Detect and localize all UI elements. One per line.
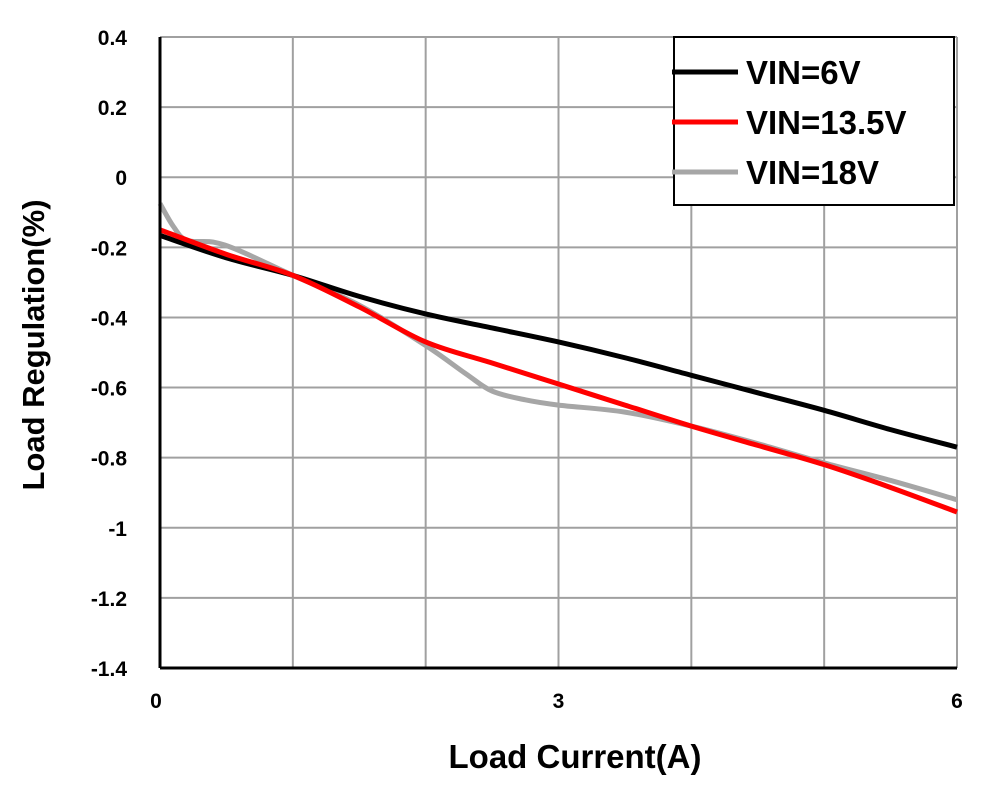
series-line-vin-13-5v [159, 227, 958, 515]
x-tick-label: 3 [553, 690, 565, 713]
y-tick-label: 0 [115, 167, 127, 190]
x-tick-label: 0 [150, 690, 162, 713]
y-tick-label: -0.2 [91, 237, 127, 260]
x-axis-label: Load Current(A) [449, 738, 702, 775]
x-tick-label: 6 [951, 690, 963, 713]
y-axis-label: Load Regulation(%) [16, 199, 51, 490]
y-tick-label: -1.2 [91, 588, 127, 611]
y-tick-label: -1.4 [91, 658, 128, 681]
legend: VIN=6V VIN=13.5V VIN=18V [672, 36, 955, 206]
y-tick-label: -0.6 [91, 378, 127, 401]
y-tick-label: 0.4 [98, 27, 128, 50]
y-tick-label: -1 [108, 518, 127, 541]
legend-label: VIN=18V [746, 154, 879, 191]
legend-label: VIN=13.5V [746, 104, 907, 141]
y-tick-label: -0.8 [91, 448, 128, 471]
y-tick-label: -0.4 [91, 307, 128, 330]
y-tick-label: 0.2 [98, 97, 127, 120]
legend-label: VIN=6V [746, 54, 861, 91]
